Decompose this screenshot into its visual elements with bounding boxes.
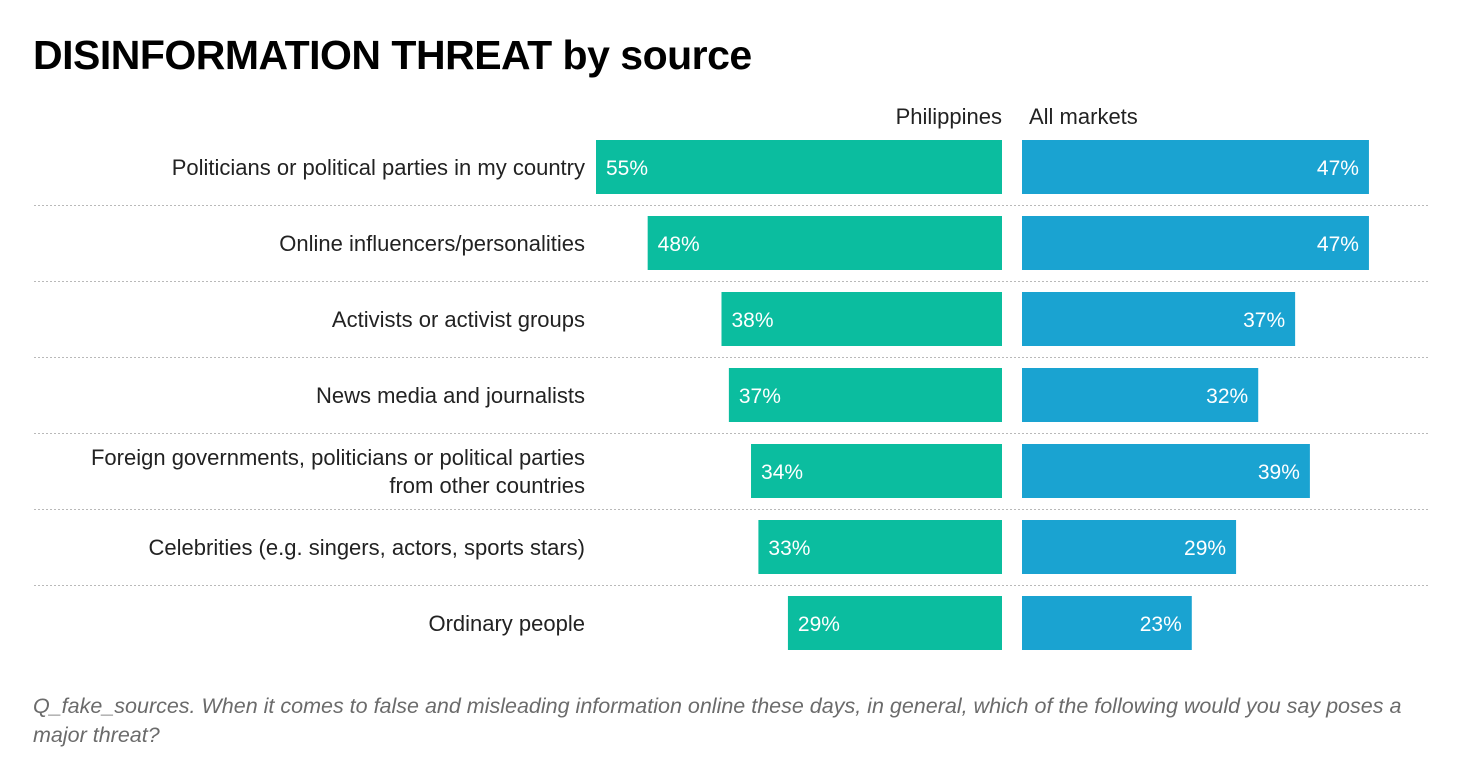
legend-philippines: Philippines bbox=[896, 104, 1002, 129]
bar-all-markets bbox=[1022, 368, 1259, 422]
bar-philippines bbox=[728, 368, 1002, 422]
bar-label-all-markets: 47% bbox=[1317, 233, 1359, 256]
bar-label-all-markets: 32% bbox=[1206, 385, 1248, 408]
bar-philippines bbox=[596, 140, 1002, 194]
bar-label-philippines: 33% bbox=[768, 537, 810, 560]
bar-all-markets bbox=[1022, 216, 1369, 270]
footnote: Q_fake_sources. When it comes to false a… bbox=[33, 694, 1402, 747]
bar-label-philippines: 48% bbox=[658, 233, 700, 256]
bar-philippines bbox=[721, 292, 1002, 346]
bar-all-markets bbox=[1022, 140, 1369, 194]
bar-chart: Philippines All markets Politicians or pol… bbox=[34, 104, 1430, 650]
bar-label-all-markets: 37% bbox=[1243, 309, 1285, 332]
category-label: Activists or activist groups bbox=[332, 307, 585, 332]
bar-label-philippines: 34% bbox=[761, 461, 803, 484]
category-label: Foreign governments, politicians or poli… bbox=[91, 445, 585, 498]
bar-label-all-markets: 23% bbox=[1140, 613, 1182, 636]
bar-all-markets bbox=[1022, 596, 1192, 650]
bar-label-all-markets: 47% bbox=[1317, 157, 1359, 180]
bar-all-markets bbox=[1022, 292, 1296, 346]
bar-label-all-markets: 39% bbox=[1258, 461, 1300, 484]
bar-philippines bbox=[787, 596, 1002, 650]
bar-all-markets bbox=[1022, 444, 1310, 498]
bar-philippines bbox=[751, 444, 1002, 498]
bar-label-all-markets: 29% bbox=[1184, 537, 1226, 560]
category-label: News media and journalists bbox=[316, 383, 585, 408]
category-label: Ordinary people bbox=[428, 611, 585, 636]
category-label: Celebrities (e.g. singers, actors, sport… bbox=[149, 535, 585, 560]
bar-label-philippines: 37% bbox=[739, 385, 781, 408]
chart-title: DISINFORMATION THREAT by source bbox=[33, 32, 752, 78]
bar-label-philippines: 55% bbox=[606, 157, 648, 180]
bar-label-philippines: 38% bbox=[731, 309, 773, 332]
category-label: Online influencers/personalities bbox=[279, 231, 585, 256]
bar-all-markets bbox=[1022, 520, 1237, 574]
bar-label-philippines: 29% bbox=[798, 613, 840, 636]
bar-philippines bbox=[758, 520, 1002, 574]
category-label: Politicians or political parties in my c… bbox=[172, 155, 585, 180]
legend-all-markets: All markets bbox=[1029, 104, 1138, 129]
bar-philippines bbox=[647, 216, 1002, 270]
